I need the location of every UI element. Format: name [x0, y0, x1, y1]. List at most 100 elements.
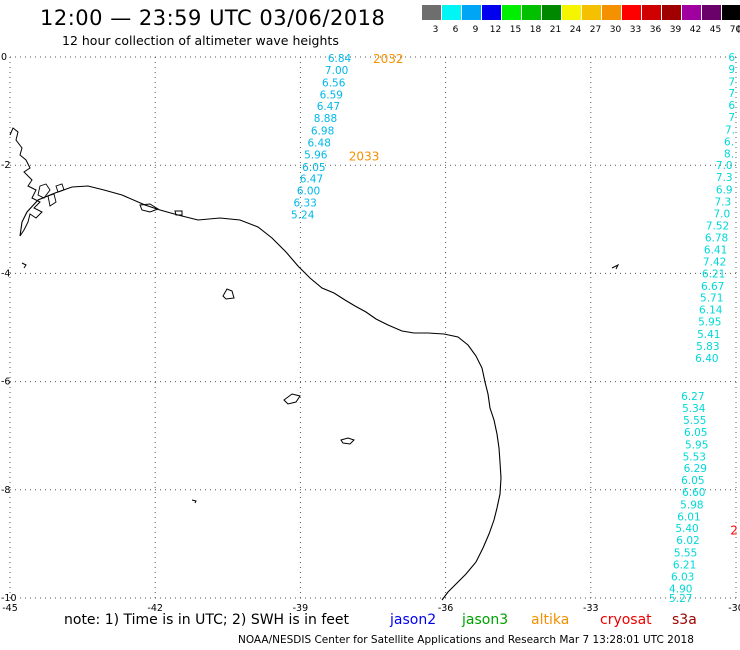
longitude-tick-label: -45	[2, 603, 18, 614]
longitude-tick-label: -33	[583, 603, 599, 614]
legend-tick-label: 33	[629, 25, 642, 35]
latitude-tick-label: -6	[1, 377, 10, 388]
wave-height-value: 7.3	[716, 172, 733, 184]
wave-height-value: 6.29	[684, 463, 707, 475]
legend-tick-label: 12	[489, 25, 502, 35]
legend-tick-label: 70	[729, 25, 740, 35]
wave-height-value: 5.41	[697, 329, 720, 341]
islet-small	[191, 499, 197, 504]
wave-height-value: 5.53	[683, 451, 706, 463]
wave-height-value: 6.41	[704, 245, 727, 257]
legend-swatch	[642, 5, 661, 20]
legend-swatch	[562, 5, 581, 20]
legend-tick-label: 21	[549, 25, 562, 35]
wave-height-value: 6.05	[302, 162, 325, 174]
wave-height-value: 6.05	[684, 427, 707, 439]
wave-height-value: 6.60	[682, 487, 705, 499]
longitude-tick-label: -30	[728, 603, 740, 614]
wave-height-value: 6.03	[671, 571, 694, 583]
legend-tick-label: 27	[589, 25, 602, 35]
wave-height-value: 6.67	[701, 281, 724, 293]
footer-credit: NOAA/NESDIS Center for Satellite Applica…	[238, 634, 694, 646]
legend-swatch	[722, 5, 740, 20]
wave-height-value: 7	[728, 112, 735, 124]
wave-height-value: 7	[728, 76, 735, 88]
wave-height-value: 6.47	[317, 101, 340, 113]
wave-height-value: 6.9	[716, 185, 733, 197]
delta-islands	[37, 183, 65, 207]
legend-unit: (ft)	[736, 25, 740, 35]
wave-height-value: 6.84	[328, 53, 352, 65]
latitude-tick-label: -4	[1, 268, 10, 279]
latitude-tick-label: -8	[1, 485, 10, 496]
chart-title: 12:00 — 23:59 UTC 03/06/2018	[40, 6, 386, 30]
legend-tick-label: 6	[452, 25, 459, 35]
legend-swatch	[482, 5, 501, 20]
wave-height-value: 6.56	[322, 77, 346, 89]
legend-swatch	[502, 5, 521, 20]
legend-swatch	[542, 5, 561, 20]
wave-height-value: 7.52	[706, 220, 729, 232]
wave-height-value: 5.95	[698, 317, 721, 329]
legend-tick-label: 39	[669, 25, 682, 35]
islet-northeast	[611, 263, 620, 270]
latitude-tick-label: -10	[1, 593, 17, 604]
legend-tick-label: 3	[432, 25, 439, 35]
wave-height-value: 7.	[725, 124, 735, 136]
legend-tick-label: 30	[609, 25, 622, 35]
wave-height-value: 6.59	[320, 89, 343, 101]
longitude-tick-label: -39	[293, 603, 309, 614]
pass-time-label: 2	[730, 523, 738, 537]
wave-height-value: 6.21	[673, 559, 696, 571]
legend-swatch	[622, 5, 641, 20]
legend-swatch	[662, 5, 681, 20]
wave-height-value: 5.55	[683, 415, 706, 427]
coastal-islands	[139, 203, 183, 216]
wave-height-value: 5.83	[696, 341, 719, 353]
wave-height-value: 7.0	[716, 160, 733, 172]
brazil-coastline	[19, 185, 502, 601]
wave-height-value: 6.00	[297, 186, 320, 198]
wave-height-value: 6.05	[681, 475, 704, 487]
sat-label-jason2: jason2	[390, 612, 437, 628]
wave-height-value: 9	[728, 64, 735, 76]
wave-height-value: 7.42	[703, 256, 726, 268]
wave-height-value: 5.95	[685, 439, 708, 451]
wave-height-value: 6.27	[681, 391, 704, 403]
wave-height-value: 5.55	[674, 548, 697, 560]
legend-tick-label: 42	[689, 25, 702, 35]
wave-height-value: 6.47	[300, 174, 323, 186]
legend-tick-label: 45	[709, 25, 722, 35]
wave-height-value: 8.88	[314, 113, 337, 125]
latitude-tick-label: -2	[1, 160, 10, 171]
wave-height-value: 6	[728, 52, 735, 64]
wave-height-value: 7.3	[714, 196, 731, 208]
legend-swatch	[442, 5, 461, 20]
legend-tick-label: 15	[509, 25, 522, 35]
wave-height-value: 6.98	[311, 126, 334, 138]
legend-swatch	[422, 5, 441, 20]
wave-height-value: 6.48	[308, 137, 331, 149]
legend-tick-label: 9	[472, 25, 479, 35]
wave-height-value: 5.24	[291, 209, 315, 221]
wave-height-value: 6.78	[705, 233, 728, 245]
wave-height-value: 5.71	[700, 293, 723, 305]
pass-time-label: 2032	[373, 52, 404, 66]
maranhao-coast-detail	[9, 127, 43, 237]
legend-swatch	[522, 5, 541, 20]
legend-swatch	[602, 5, 621, 20]
longitude-tick-label: -36	[438, 603, 454, 614]
legend-swatch	[702, 5, 721, 20]
legend-tick-label: 24	[569, 25, 582, 35]
sat-label-s3a: s3a	[672, 612, 697, 628]
coastline	[9, 127, 620, 601]
legend-tick-label: 36	[649, 25, 662, 35]
wave-height-value: 6.01	[677, 511, 700, 523]
longitude-tick-label: -42	[147, 603, 163, 614]
wave-height-value: 5.27	[669, 593, 692, 605]
wave-height-value: 5.96	[304, 149, 328, 161]
wave-height-value: 6.21	[702, 268, 725, 280]
wave-height-value: 6.40	[695, 353, 718, 365]
wave-height-value: 6.14	[699, 305, 723, 317]
